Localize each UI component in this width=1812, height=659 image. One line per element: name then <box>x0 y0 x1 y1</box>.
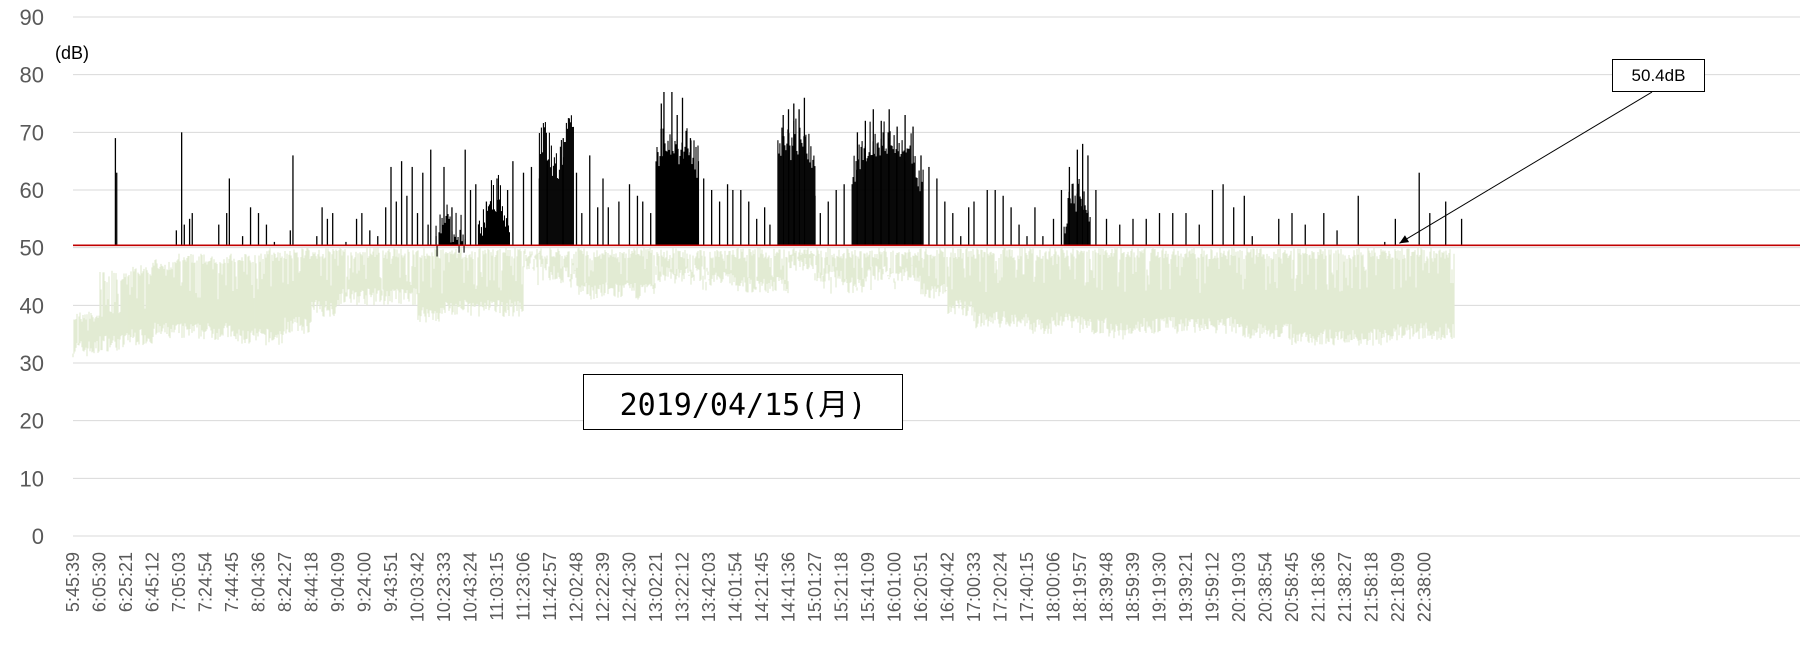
y-tick-label: 10 <box>20 466 44 491</box>
x-tick-label: 18:59:39 <box>1123 552 1143 622</box>
x-tick-label: 18:39:48 <box>1097 552 1117 622</box>
x-tick-label: 19:59:12 <box>1203 552 1223 622</box>
y-tick-label: 40 <box>20 293 44 318</box>
x-tick-label: 13:22:12 <box>673 552 693 622</box>
x-tick-label: 22:38:00 <box>1415 552 1435 622</box>
x-tick-label: 19:19:30 <box>1150 552 1170 622</box>
x-tick-label: 14:21:45 <box>752 552 772 622</box>
x-tick-label: 9:24:00 <box>355 552 375 612</box>
x-tick-label: 15:01:27 <box>805 552 825 622</box>
x-tick-label: 16:40:42 <box>938 552 958 622</box>
x-tick-label: 12:02:48 <box>567 552 587 622</box>
y-tick-label: 30 <box>20 351 44 376</box>
x-tick-label: 7:05:03 <box>169 552 189 612</box>
x-tick-label: 20:19:03 <box>1229 552 1249 622</box>
x-tick-label: 17:40:15 <box>1017 552 1037 622</box>
y-tick-label: 50 <box>20 236 44 261</box>
x-tick-label: 20:38:54 <box>1256 552 1276 622</box>
x-tick-label: 6:45:12 <box>143 552 163 612</box>
x-tick-label: 9:43:51 <box>381 552 401 612</box>
callout-arrow <box>1399 91 1653 244</box>
x-tick-label: 11:23:06 <box>514 552 534 621</box>
x-tick-label: 21:18:36 <box>1309 552 1329 622</box>
x-tick-label: 18:00:06 <box>1044 552 1064 622</box>
x-tick-label: 6:25:21 <box>116 552 136 612</box>
callout-leader <box>1399 91 1653 244</box>
x-tick-label: 8:04:36 <box>249 552 269 612</box>
x-tick-label: 22:18:09 <box>1388 552 1408 622</box>
x-tick-label: 7:44:45 <box>222 552 242 612</box>
x-tick-label: 19:39:21 <box>1176 552 1196 622</box>
callout-arrowhead <box>1399 235 1410 244</box>
x-tick-label: 16:01:00 <box>885 552 905 622</box>
y-tick-label: 90 <box>20 5 44 30</box>
x-tick-label: 15:21:18 <box>832 552 852 622</box>
y-axis-ticks: 0 10 20 30 40 50 60 70 80 90 <box>20 5 44 549</box>
above-threshold-series <box>114 91 1463 257</box>
x-tick-label: 8:24:27 <box>275 552 295 612</box>
threshold-callout: 50.4dB <box>1612 59 1705 92</box>
x-tick-label: 17:20:24 <box>991 552 1011 622</box>
x-tick-label: 11:42:57 <box>540 552 560 621</box>
x-tick-label: 17:00:33 <box>964 552 984 622</box>
x-tick-label: 14:01:54 <box>726 552 746 622</box>
x-tick-label: 16:20:51 <box>911 552 931 622</box>
x-tick-label: 10:23:33 <box>434 552 454 622</box>
y-tick-label: 80 <box>20 63 44 88</box>
x-tick-label: 5:45:39 <box>63 552 83 612</box>
x-tick-label: 18:19:57 <box>1070 552 1090 622</box>
background-level-series <box>72 247 1455 358</box>
x-tick-label: 21:58:18 <box>1362 552 1382 622</box>
y-tick-label: 20 <box>20 409 44 434</box>
x-tick-label: 21:38:27 <box>1335 552 1355 622</box>
y-tick-label: 70 <box>20 120 44 145</box>
y-tick-label: 0 <box>32 524 44 549</box>
x-tick-label: 14:41:36 <box>779 552 799 622</box>
x-tick-label: 12:22:39 <box>593 552 613 622</box>
date-label: 2019/04/15(月) <box>583 374 903 430</box>
x-tick-label: 6:05:30 <box>90 552 110 612</box>
x-axis-ticks: 5:45:39 6:05:30 6:25:21 6:45:12 7:05:03 7:24:… <box>63 552 1435 622</box>
x-tick-label: 7:24:54 <box>196 552 216 612</box>
y-unit-label: (dB) <box>55 43 89 63</box>
gridlines <box>73 16 1800 537</box>
x-tick-label: 8:44:18 <box>302 552 322 612</box>
x-tick-label: 10:03:42 <box>408 552 428 622</box>
x-tick-label: 10:43:24 <box>461 552 481 622</box>
x-tick-label: 13:42:03 <box>699 552 719 622</box>
x-tick-label: 13:02:21 <box>646 552 666 622</box>
y-tick-label: 60 <box>20 178 44 203</box>
x-tick-label: 12:42:30 <box>620 552 640 622</box>
x-tick-label: 11:03:15 <box>487 552 507 621</box>
x-tick-label: 9:04:09 <box>328 552 348 612</box>
x-tick-label: 15:41:09 <box>858 552 878 622</box>
x-tick-label: 20:58:45 <box>1282 552 1302 622</box>
